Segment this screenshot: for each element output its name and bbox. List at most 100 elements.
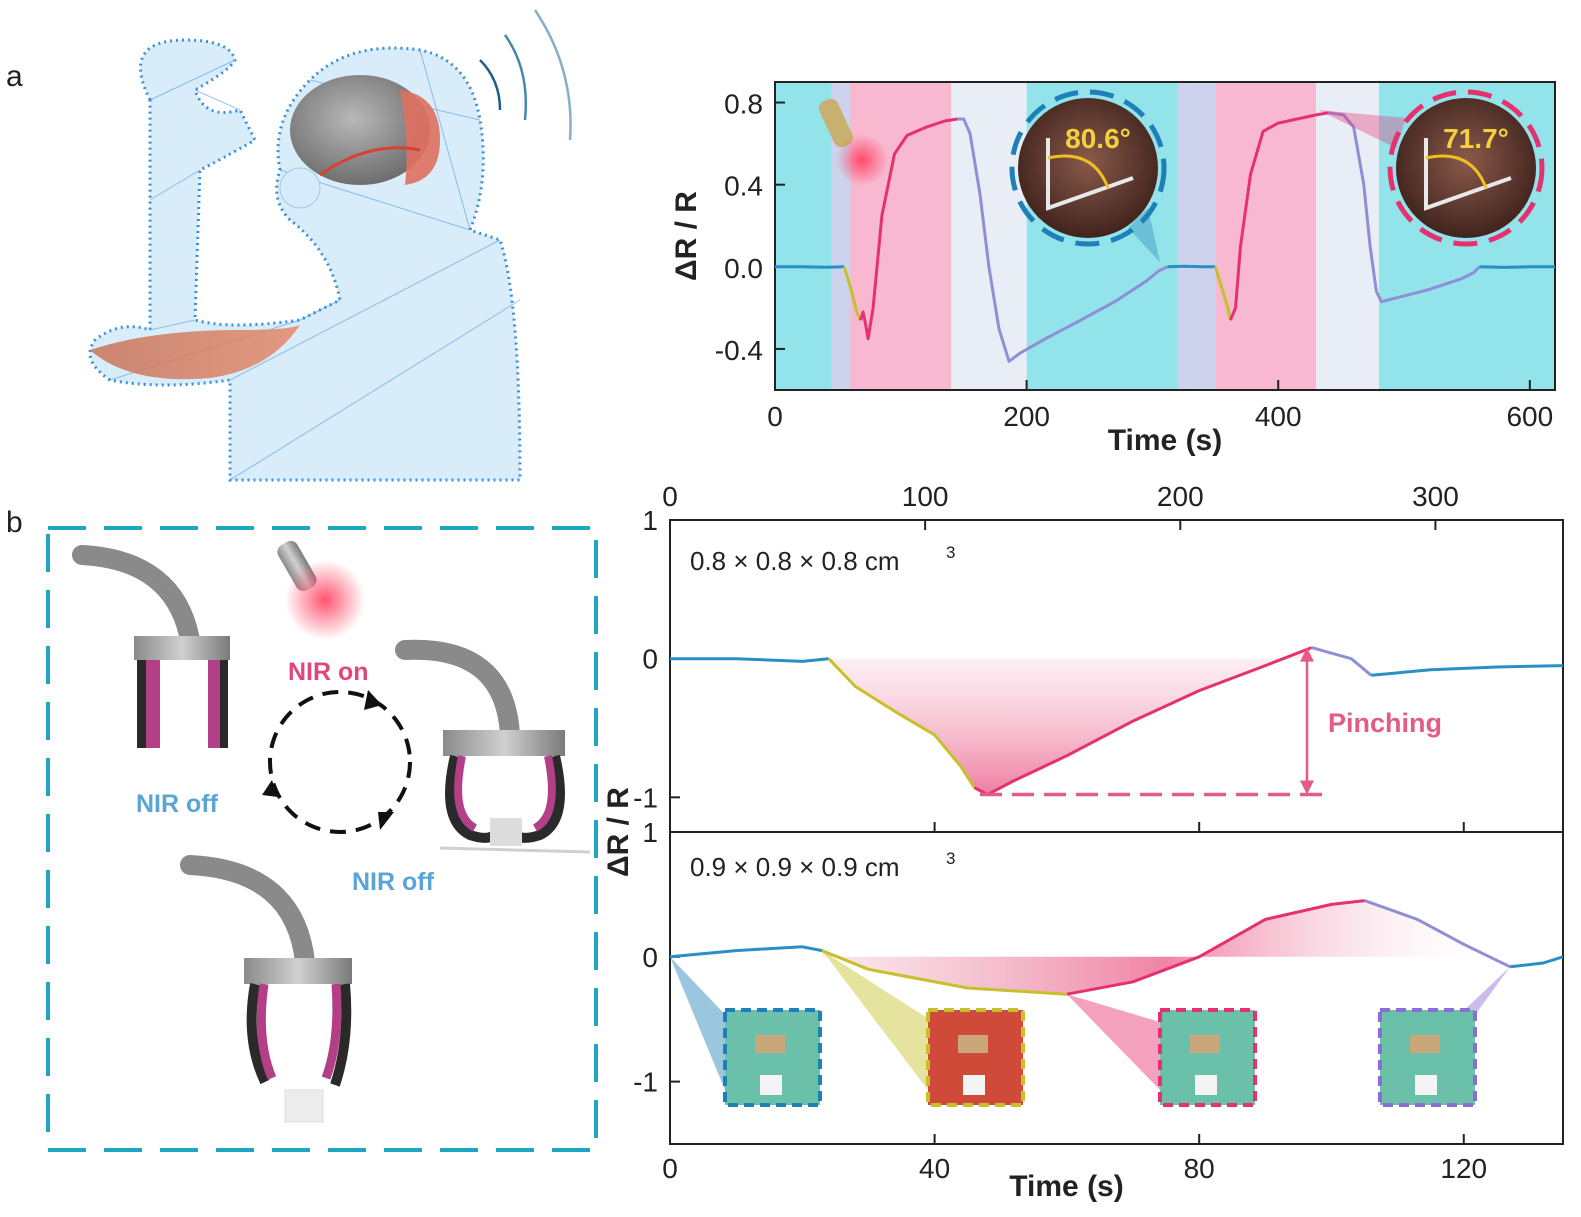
y-tick-label: 0 [642, 942, 658, 973]
series-line-6 [1229, 111, 1329, 321]
series-line-3 [1311, 646, 1373, 677]
x-tick-label: 400 [1255, 401, 1302, 432]
y-tick-label: -1 [633, 1067, 658, 1098]
x-axis-label: Time (s) [1108, 424, 1222, 457]
x-tick-label: 80 [1184, 1153, 1215, 1184]
series-line-2 [973, 646, 1313, 797]
y-tick-label: 0.4 [724, 171, 763, 202]
gripper-releasing [180, 855, 352, 1123]
photo-object-2 [1190, 1035, 1220, 1053]
series-line-0 [669, 945, 823, 959]
series-line-3 [957, 117, 1169, 363]
background-band-1 [850, 82, 952, 390]
inset-dashed-border-1 [1387, 89, 1545, 247]
band-transition-1 [951, 82, 1027, 390]
size-note-0: 0.8 × 0.8 × 0.8 cm [690, 546, 900, 576]
series-line-4 [1509, 955, 1564, 969]
pinching-arrow-head-down [1300, 780, 1314, 795]
series-line-7 [1328, 111, 1481, 304]
area-fill-bottom [822, 900, 1511, 995]
pinching-label: Pinching [1328, 708, 1442, 738]
size-note-1: 0.9 × 0.9 × 0.9 cm [690, 852, 900, 882]
x-tick-label: 200 [1003, 401, 1050, 432]
inset-photo-0 [1018, 98, 1158, 238]
series-line-4 [1371, 664, 1564, 677]
series-line-5 [1213, 266, 1232, 321]
chart-a: -0.4 0.0 0.4 0.8 0 200 400 600 Time (s) ΔR / R 80.… [670, 81, 1556, 457]
photo-pointer-2 [1066, 994, 1170, 1090]
x-tick-label: 120 [1440, 1153, 1487, 1184]
inset-angle-label-1: 71.7° [1443, 123, 1509, 154]
y-tick-label: 1 [642, 817, 658, 848]
y-tick-label: -1 [633, 782, 658, 813]
inset-angle-label-0: 80.6° [1065, 123, 1131, 154]
eye-icon [279, 167, 321, 209]
inset-angle-arc-0 [1047, 154, 1110, 189]
series-line-1 [842, 266, 862, 321]
series-line-8 [1479, 265, 1555, 269]
photo-cube-1 [963, 1075, 985, 1095]
x-tick-label: 600 [1506, 401, 1553, 432]
inset-photo-1 [1396, 98, 1536, 238]
panel-label-a: a [6, 60, 23, 93]
pinching-arrow-head-up [1300, 647, 1314, 662]
dashed-frame [46, 526, 598, 1152]
panel-label-b: b [6, 506, 23, 539]
photo-pointer-1 [822, 950, 938, 1090]
y-axis-label: ΔR / R [670, 191, 703, 281]
photo-object-1 [958, 1035, 988, 1053]
laser-pointer-icon [277, 540, 365, 640]
photo-pointer-0 [670, 956, 735, 1090]
top-x-tick-label: 100 [902, 481, 949, 512]
inset-dashed-border-0 [1009, 89, 1167, 247]
size-note-superscript-0: 3 [946, 543, 955, 562]
arrow-head-left [262, 780, 278, 797]
y-tick-label: 0.0 [724, 253, 763, 284]
brain-icon [290, 75, 430, 185]
x-axis-label: Time (s) [1009, 1170, 1123, 1203]
band-transition-2 [1177, 82, 1216, 390]
inset-pointer-1 [1318, 110, 1406, 148]
y-tick-label: 1 [642, 505, 658, 536]
x-tick-label: 0 [662, 1153, 678, 1184]
nir-off-left-label: NIR off [136, 790, 219, 818]
laser-pointer-icon [819, 98, 853, 148]
photo-object-0 [755, 1035, 785, 1053]
inset-pointer-0 [1128, 208, 1160, 262]
y-tick-label: 0 [642, 644, 658, 675]
nir-off-bottom-label: NIR off [352, 868, 435, 896]
series-line-3 [1364, 899, 1511, 969]
inset-angle-arc-1 [1425, 154, 1488, 189]
gripper-open [72, 545, 230, 748]
gripper-cycle-illustration: NIR on NIR off NIR off [46, 526, 598, 1152]
y-axis-label: ΔR / R [602, 787, 635, 877]
inset-gripper-lines-0 [1046, 138, 1134, 211]
y-tick-label: 0.8 [724, 89, 763, 120]
series-line-4 [1167, 264, 1216, 269]
series-line-0 [670, 657, 829, 663]
gripper-grasping [395, 639, 591, 854]
laser-glow [836, 134, 888, 186]
plot-frame [774, 81, 1556, 391]
nir-on-label: NIR on [288, 658, 369, 686]
photo-cube-0 [760, 1075, 782, 1095]
photo-object-3 [1410, 1035, 1440, 1053]
series-line-1 [821, 949, 1067, 996]
y-tick-label: -0.4 [715, 335, 763, 366]
x-tick-label: 40 [919, 1153, 950, 1184]
series-line-2 [1066, 899, 1365, 996]
area-fill-top [828, 647, 1312, 795]
photo-cube-2 [1195, 1075, 1217, 1095]
photo-cube-3 [1415, 1075, 1437, 1095]
series-line-1 [827, 657, 976, 789]
size-note-superscript-1: 3 [946, 849, 955, 868]
arrow-head-right [378, 812, 394, 830]
x-tick-label: 0 [767, 401, 783, 432]
top-x-tick-label: 200 [1157, 481, 1204, 512]
inset-gripper-lines-1 [1424, 138, 1512, 211]
top-x-tick-label: 300 [1412, 481, 1459, 512]
background-band-0 [775, 82, 832, 390]
background-band-3 [1215, 82, 1316, 390]
